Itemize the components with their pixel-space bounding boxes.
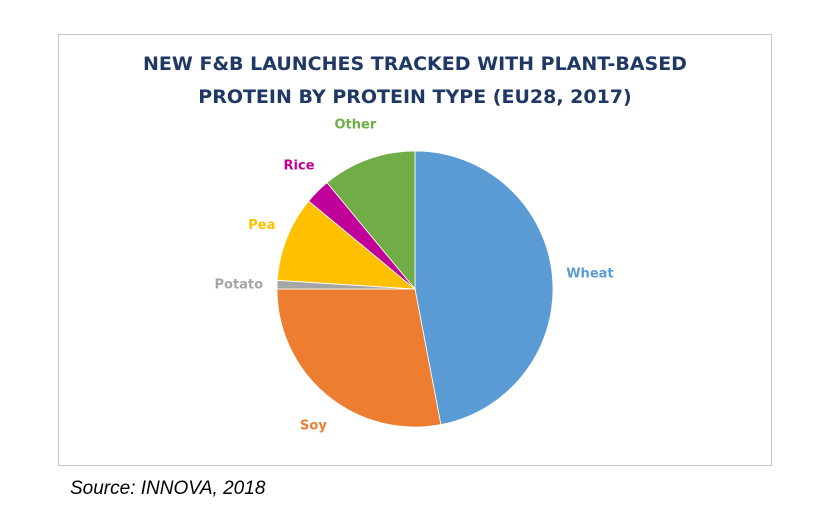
slice-label-potato: Potato [214, 277, 263, 292]
pie-slice-other [326, 150, 416, 291]
slice-label-other: Other [335, 117, 377, 132]
pie-slice-soy [276, 288, 442, 428]
chart-title: NEW F&B LAUNCHES TRACKED WITH PLANT-BASE… [58, 48, 772, 114]
source-note: Source: INNOVA, 2018 [70, 478, 266, 499]
slice-label-wheat: Wheat [566, 266, 613, 281]
slice-label-pea: Pea [248, 218, 275, 233]
slice-label-soy: Soy [300, 419, 327, 434]
chart-title-line-1: NEW F&B LAUNCHES TRACKED WITH PLANT-BASE… [143, 53, 687, 75]
pie-slice-wheat [414, 150, 554, 426]
slice-label-rice: Rice [284, 159, 315, 174]
chart-title-line-2: PROTEIN BY PROTEIN TYPE (EU28, 2017) [198, 86, 632, 108]
pie-slice-pea [276, 200, 417, 290]
